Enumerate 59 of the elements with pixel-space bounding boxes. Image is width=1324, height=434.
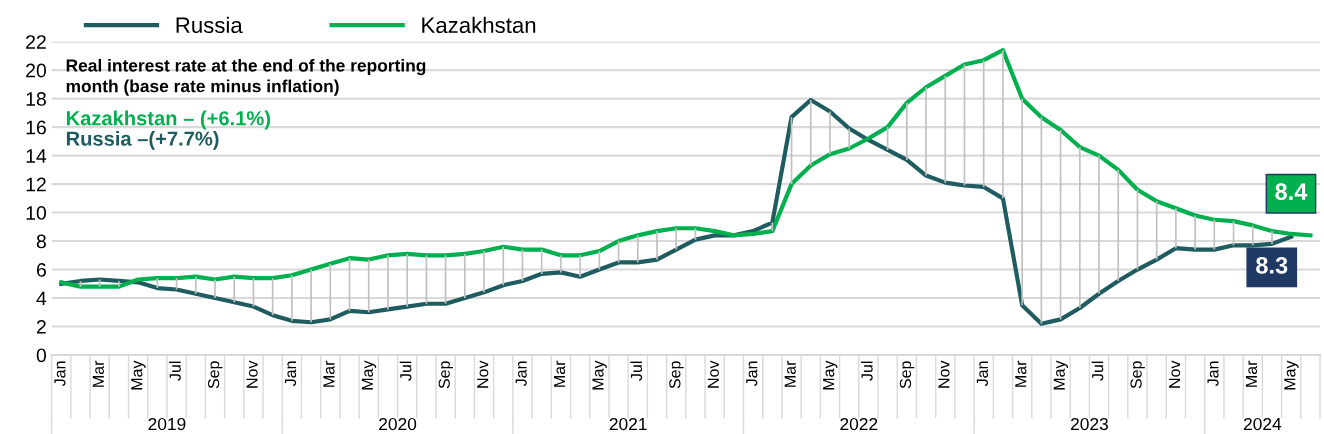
x-tick-label: Mar xyxy=(92,360,104,387)
x-tick-label: Jul xyxy=(169,361,181,381)
y-tick-label: 8 xyxy=(36,234,46,249)
x-tick-label: Jan xyxy=(285,361,297,387)
y-tick-label: 16 xyxy=(26,120,46,135)
x-tick-label: Jul xyxy=(860,361,873,381)
y-tick-label: 20 xyxy=(26,63,47,78)
y-tick-label: 10 xyxy=(26,206,47,220)
x-tick-label: Nov xyxy=(938,360,950,388)
x-tick-label: Jan xyxy=(746,361,758,387)
x-tick-label: Mar xyxy=(554,360,566,387)
x-tick-label: May xyxy=(361,360,377,390)
x-tick-label: Mar xyxy=(1015,360,1027,387)
y-tick-label: 4 xyxy=(36,291,47,306)
y-tick-label: 2 xyxy=(36,319,46,334)
x-tick-label: May xyxy=(1284,360,1299,390)
text: 2019 xyxy=(148,417,186,431)
x-tick-label: Sep xyxy=(1130,361,1145,389)
x-tick-label: Mar xyxy=(323,360,335,387)
x-tick-label: Jan xyxy=(54,361,66,387)
legend-label: Russia xyxy=(176,16,243,34)
y-tick-label: 14 xyxy=(26,149,47,163)
x-tick-label: May xyxy=(1053,360,1069,390)
text: 2020 xyxy=(379,417,417,431)
x-tick-label: Jan xyxy=(976,361,988,387)
x-tick-label: May xyxy=(592,360,607,390)
x-tick-label: Jan xyxy=(515,361,527,387)
text: Real interest rate at the end of the reporting month (base rate minus inflation) xyxy=(66,58,426,96)
x-tick-label: Sep xyxy=(207,361,223,389)
text: 2024 xyxy=(1243,417,1282,431)
x-tick-label: Jul xyxy=(399,361,412,381)
x-tick-label: Jul xyxy=(1091,361,1104,381)
x-tick-label: Jan xyxy=(1207,361,1219,387)
annotation: Russia –(+7.7%) xyxy=(66,130,219,150)
x-tick-label: Sep xyxy=(899,361,915,389)
data-label: 8.3 xyxy=(1256,256,1288,274)
legend-label: Kazakhstan xyxy=(422,16,536,34)
x-tick-label: Nov xyxy=(707,360,719,388)
x-tick-label: May xyxy=(823,360,838,390)
text: 2021 xyxy=(609,417,647,431)
x-tick-label: Mar xyxy=(1245,360,1258,387)
text: 2022 xyxy=(840,417,878,431)
line-series xyxy=(59,48,1313,289)
x-tick-label: Jul xyxy=(630,361,643,381)
x-tick-label: Nov xyxy=(477,360,489,388)
x-tick-label: Sep xyxy=(438,361,454,389)
x-tick-label: May xyxy=(131,360,146,390)
annotation: Kazakhstan – (+6.1%) xyxy=(66,110,270,130)
y-tick-label: 0 xyxy=(36,348,47,363)
y-tick-label: 6 xyxy=(36,263,46,277)
x-tick-label: Mar xyxy=(784,360,796,387)
x-tick-label: Nov xyxy=(246,360,258,388)
y-tick-label: 22 xyxy=(26,35,46,49)
text: 2023 xyxy=(1070,417,1108,431)
y-tick-label: 12 xyxy=(26,177,46,192)
data-label: 8.4 xyxy=(1275,183,1308,201)
x-tick-label: Nov xyxy=(1169,360,1181,388)
x-tick-label: Sep xyxy=(669,361,684,389)
y-tick-label: 18 xyxy=(26,92,46,106)
